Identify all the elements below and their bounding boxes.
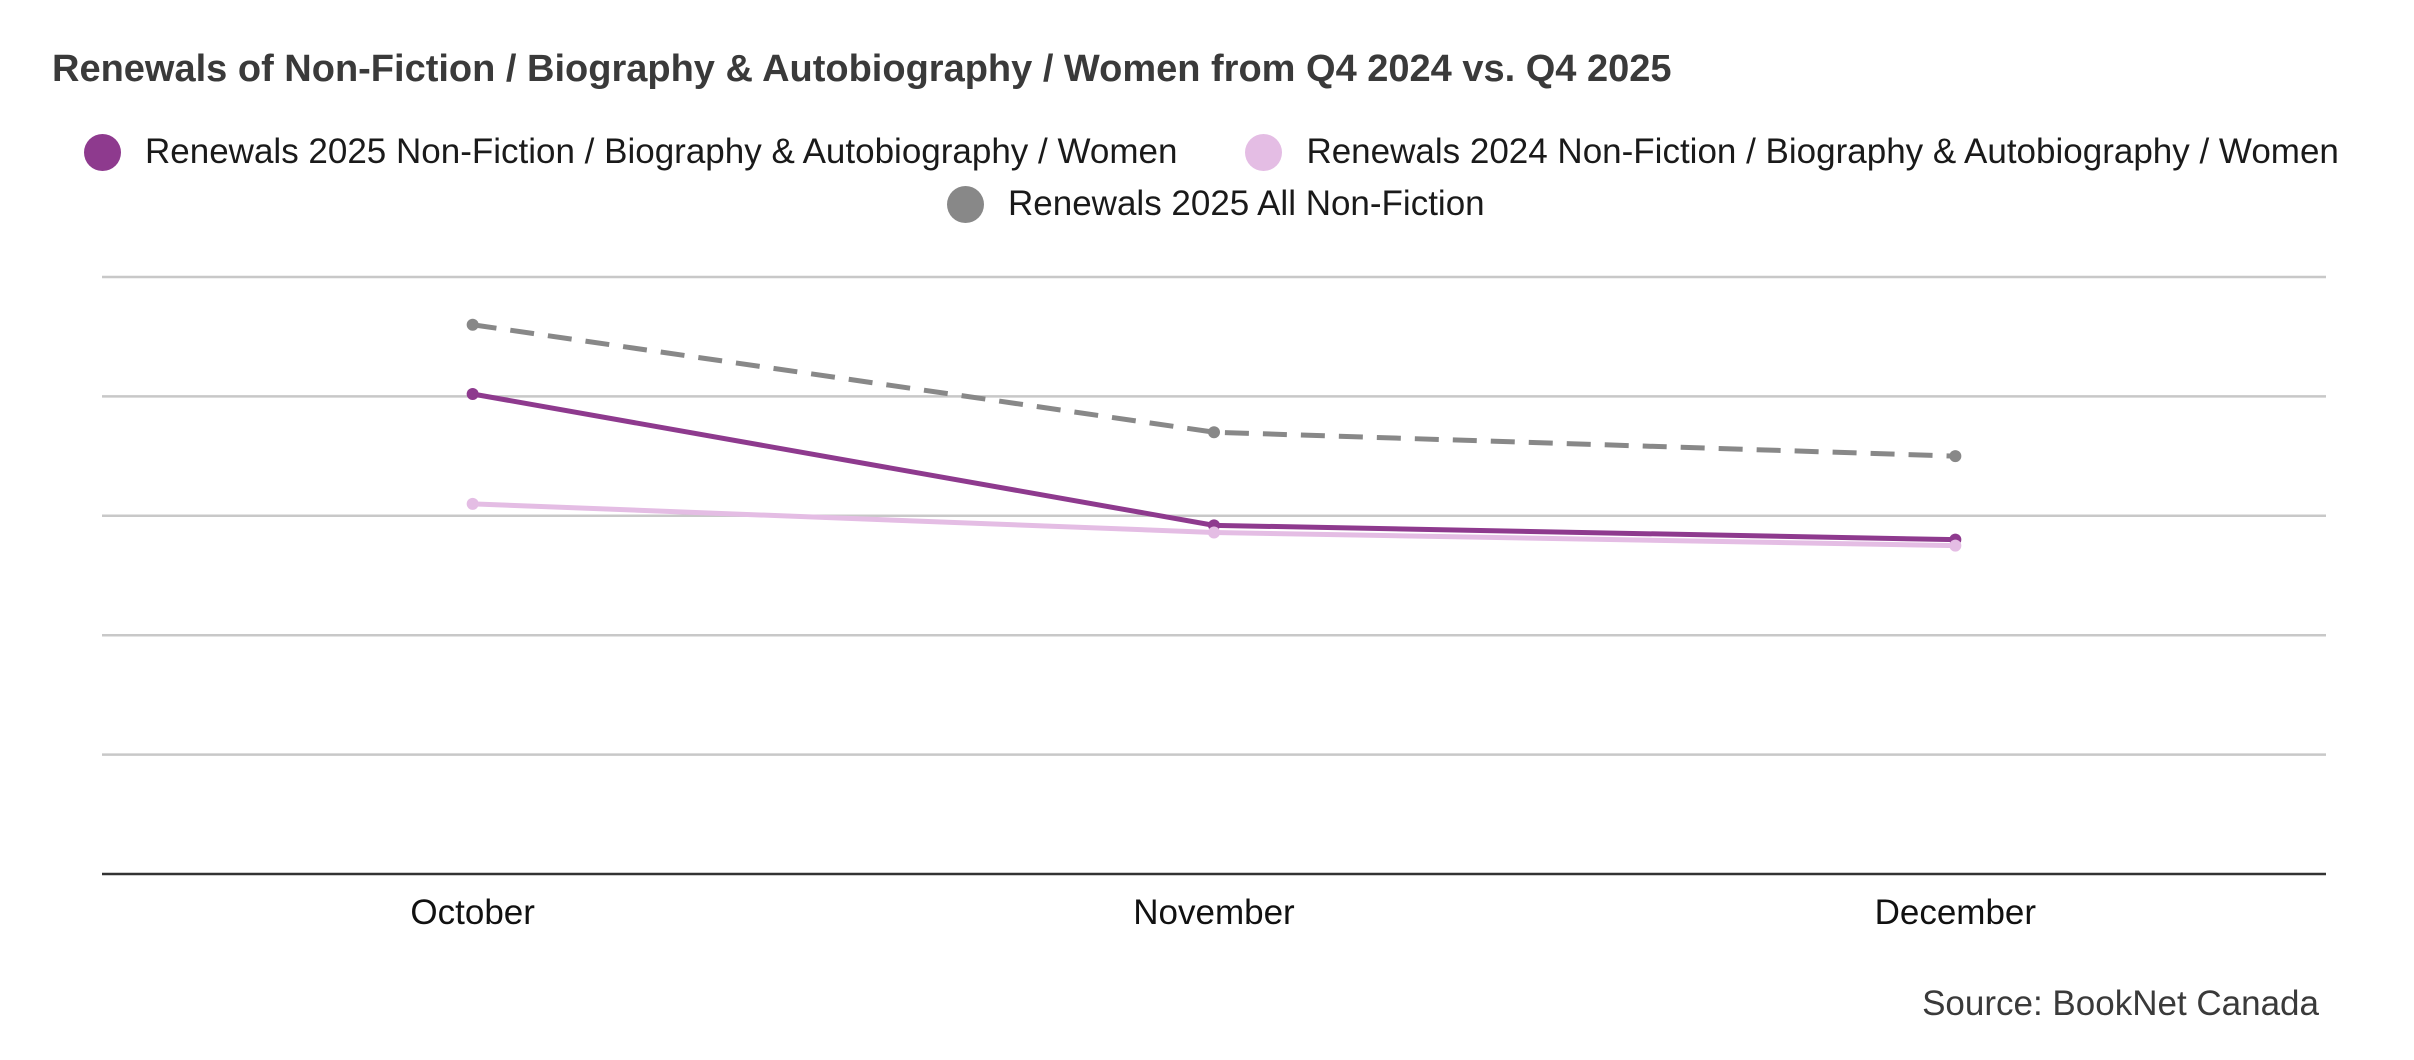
data-point-renewals-2025-all-non-fiction-december[interactable] [1949,450,1962,463]
x-tick-label-november: November [1133,893,1295,932]
source-note: Source: BookNet Canada [1922,984,2319,1023]
data-point-renewals-2025-all-non-fiction-november[interactable] [1208,426,1220,439]
series-renewals-2025-non-fiction-biography-autobiography-women [466,388,1962,546]
legend-label-2024-women: Renewals 2024 Non-Fiction / Biography & … [1306,132,2339,171]
legend-label-2025-women: Renewals 2025 Non-Fiction / Biography & … [145,132,1178,171]
legend-item-2025-women[interactable]: Renewals 2025 Non-Fiction / Biography & … [84,132,1177,172]
series-renewals-2025-all-non-fiction [466,318,1962,463]
legend-item-2024-women[interactable]: Renewals 2024 Non-Fiction / Biography & … [1245,132,2339,172]
series-lines [466,318,1962,552]
legend-swatch-2025-women [84,133,121,171]
series-renewals-2024-non-fiction-biography-autobiography-women [466,497,1962,552]
legend-row-secondary: Renewals 2025 All Non-Fiction [947,184,1485,224]
data-point-renewals-2024-non-fiction-biography-autobiography-women-october[interactable] [466,497,479,510]
legend-item-2025-all-non-fiction[interactable]: Renewals 2025 All Non-Fiction [947,184,1485,224]
data-point-renewals-2024-non-fiction-biography-autobiography-women-november[interactable] [1208,526,1220,539]
legend-swatch-2025-all-non-fiction [947,185,984,223]
x-tick-label-december: December [1875,893,2037,932]
legend-swatch-2024-women [1245,133,1283,171]
legend-label-2025-all-non-fiction: Renewals 2025 All Non-Fiction [1008,184,1485,223]
series-line-renewals-2025-non-fiction-biography-autobiography-women [472,391,1956,543]
legend-row-primary: Renewals 2025 Non-Fiction / Biography & … [84,132,2339,172]
data-point-renewals-2024-non-fiction-biography-autobiography-women-december[interactable] [1949,539,1962,552]
x-tick-labels: October November December [410,893,2036,932]
gridlines [102,275,2326,756]
series-line-renewals-2025-all-non-fiction [472,322,1956,459]
data-point-renewals-2025-non-fiction-biography-autobiography-women-october[interactable] [466,388,479,401]
x-tick-label-october: October [410,893,535,932]
data-point-renewals-2025-all-non-fiction-october[interactable] [466,318,479,331]
chart-title: Renewals of Non-Fiction / Biography & Au… [52,48,1672,90]
